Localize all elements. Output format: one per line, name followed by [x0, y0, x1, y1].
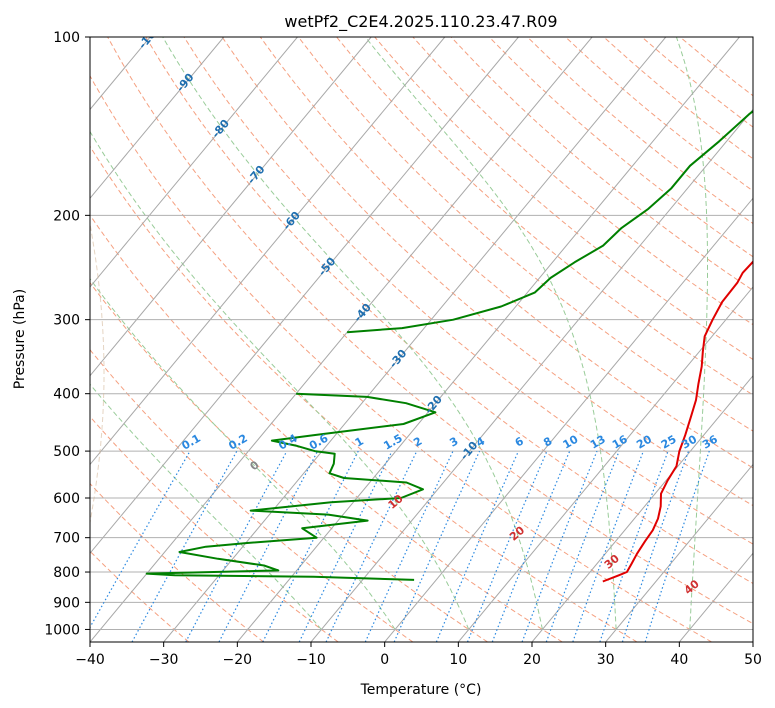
mixing-ratio-line	[644, 450, 710, 642]
dry-adiabat	[107, 37, 753, 625]
y-tick-label: 900	[53, 595, 80, 611]
moist-adiabat	[90, 277, 396, 630]
y-tick-label: 300	[53, 313, 80, 329]
dry-adiabat	[90, 281, 488, 642]
isotherm	[310, 108, 753, 642]
y-tick-label: 400	[53, 387, 80, 403]
y-axis-title: Pressure (hPa)	[12, 289, 28, 389]
y-axis: 100 200 300 400 500 600 700 800 900 1000	[44, 30, 90, 638]
mixing-ratio-line	[393, 450, 481, 642]
mixing-ratio-line	[90, 450, 191, 629]
y-tick-label: 1000	[44, 622, 80, 638]
x-axis-title: Temperature (°C)	[360, 682, 482, 698]
x-tick-label: −40	[75, 652, 105, 668]
mixing-ratio-line	[621, 450, 690, 642]
moist-adiabat	[365, 37, 617, 630]
x-tick-label: 20	[523, 652, 541, 668]
background-lines	[0, 37, 775, 642]
isotherm	[90, 37, 298, 288]
temperature-profile	[602, 260, 753, 583]
isotherm	[384, 197, 753, 642]
isotherm	[457, 286, 753, 642]
y-tick-label: 600	[53, 491, 80, 507]
isotherm	[90, 37, 225, 200]
mixing-ratio-line	[435, 450, 519, 642]
dry-adiabat	[90, 214, 563, 642]
x-tick-label: 30	[597, 652, 615, 668]
x-tick-label: −30	[149, 652, 179, 668]
x-tick-label: 50	[744, 652, 762, 668]
dry-adiabat	[145, 37, 753, 584]
dry-adiabat	[374, 37, 753, 361]
isotherm	[163, 37, 667, 642]
dry-adiabat	[90, 482, 264, 642]
y-tick-label: 200	[53, 208, 80, 224]
isotherm	[605, 463, 753, 642]
isotherm	[236, 37, 740, 642]
y-tick-label: 800	[53, 565, 80, 581]
plot-background	[90, 37, 753, 642]
chart-title: wetPf2_C2E4.2025.110.23.47.R09	[284, 12, 557, 32]
dry-adiabat	[90, 74, 712, 642]
moist-adiabat	[162, 37, 543, 630]
mixing-ratio-line	[262, 450, 359, 642]
isotherm	[752, 641, 753, 642]
mixing-ratio-line	[185, 450, 288, 642]
mixing-ratio-line	[131, 450, 238, 642]
x-tick-label: 40	[670, 652, 688, 668]
moist-adiabat	[90, 383, 322, 630]
mixing-ratio-line	[466, 450, 548, 642]
mixing-ratio-line	[599, 450, 669, 642]
mixing-ratio-line	[521, 450, 598, 642]
isotherm	[90, 37, 446, 466]
y-tick-label: 700	[53, 531, 80, 547]
isotherm	[90, 37, 593, 642]
isotherm	[531, 374, 753, 642]
moist-adiabat	[763, 37, 775, 629]
isotherm	[0, 37, 3, 642]
x-tick-label: −20	[223, 652, 253, 668]
dewpoint-profile	[347, 109, 753, 334]
dry-adiabat	[259, 37, 753, 469]
moist-adiabat	[675, 37, 708, 630]
mixing-ratio-line	[491, 450, 571, 642]
y-tick-label: 500	[53, 444, 80, 460]
isotherm	[90, 37, 519, 555]
dry-adiabat	[90, 145, 638, 642]
mixing-ratio-line	[545, 450, 620, 642]
plot-frame	[89, 36, 754, 643]
dry-adiabat	[412, 37, 753, 326]
x-tick-label: −10	[296, 652, 326, 668]
isotherm	[90, 37, 372, 377]
x-tick-label: 10	[449, 652, 467, 668]
y-tick-label: 100	[53, 30, 80, 46]
dewpoint-profile	[145, 392, 437, 581]
x-axis: −40 −30 −20 −10 0 10 20 30 40 50	[75, 642, 762, 668]
reference-curve	[20, 37, 80, 642]
mixing-ratio-line	[572, 450, 644, 642]
profiles	[145, 109, 753, 583]
x-tick-label: 0	[380, 652, 389, 668]
